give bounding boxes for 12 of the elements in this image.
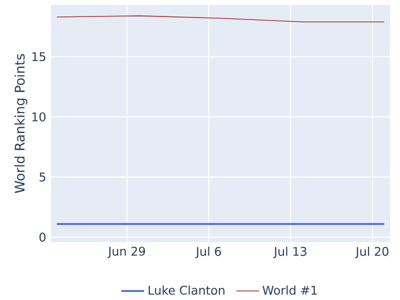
x-tick-label: Jul 20 [355,246,388,258]
y-tick-label: 0 [39,232,46,242]
y-axis-title: World Ranking Points [14,54,28,194]
x-tick-label: Jun 29 [108,246,145,258]
y-tick-label: 15 [32,52,46,62]
y-tick-label: 10 [32,112,46,122]
y-tick-label: 5 [40,172,46,182]
legend-label: World #1 [262,286,317,295]
legend-label: Luke Clanton [148,286,224,295]
x-tick-label: Jul 13 [273,246,306,258]
line-series [56,15,385,22]
x-tick-label: Jul 6 [195,246,221,258]
